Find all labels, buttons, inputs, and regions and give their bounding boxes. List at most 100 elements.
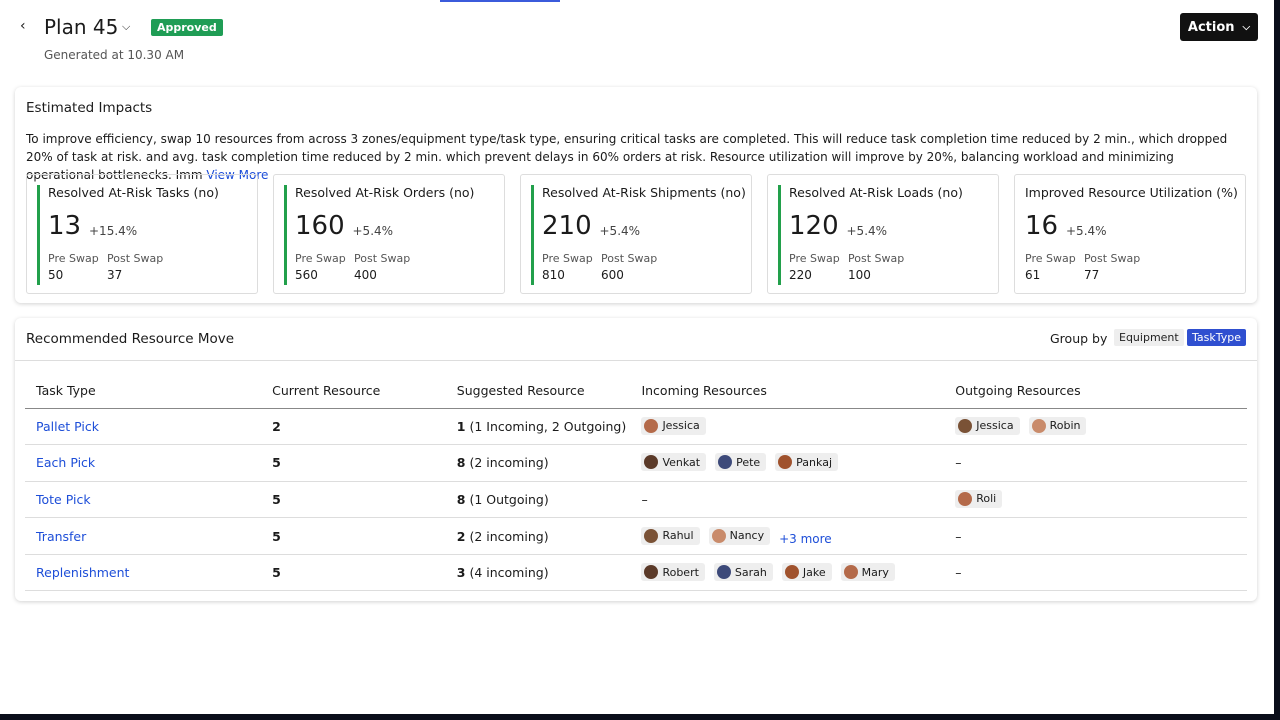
back-button[interactable]: ‹ [20, 18, 26, 34]
post-label: Post Swap [1084, 252, 1141, 265]
resource-name: Robin [1049, 419, 1081, 433]
empty-dash: – [955, 455, 962, 471]
status-badge: Approved [151, 19, 223, 36]
outgoing-resources: – [944, 444, 1247, 482]
resource-chip[interactable]: Sarah [713, 563, 773, 582]
card-title: Resolved At-Risk Orders (no) [295, 185, 475, 200]
avatar [1031, 418, 1046, 433]
task-type-link[interactable]: Tote Pick [25, 481, 262, 519]
description-text: To improve efficiency, swap 10 resources… [26, 132, 1228, 182]
pre-value: 50 [48, 268, 64, 282]
divider [15, 360, 1257, 361]
avatar [718, 455, 733, 470]
card-change: +5.4% [846, 224, 888, 238]
pre-label: Pre Swap [789, 252, 840, 265]
table-row: Tote Pick 5 8 (1 Outgoing) – Roli [25, 481, 1247, 519]
avatar [958, 418, 973, 433]
resource-name: Roli [976, 492, 997, 506]
moves-table: Task Type Current Resource Suggested Resou… [25, 373, 1247, 592]
post-label: Post Swap [354, 252, 411, 265]
resource-chip[interactable]: Robin [1028, 416, 1087, 435]
header-row: Task Type Current Resource Suggested Resou… [25, 373, 1247, 409]
plan-dropdown[interactable]: ⌵ [122, 20, 131, 33]
resource-name: Robert [662, 565, 699, 579]
pre-label: Pre Swap [48, 252, 99, 265]
more-link[interactable]: +3 more [779, 531, 832, 546]
pre-value: 220 [789, 268, 812, 282]
resource-chip[interactable]: Jessica [641, 416, 706, 435]
group-equipment[interactable]: Equipment [1114, 329, 1184, 346]
resource-chip[interactable]: Pete [715, 453, 767, 472]
current-resource: 5 [261, 554, 446, 592]
resource-chip[interactable]: Robert [641, 563, 705, 582]
suggested-count: 8 [456, 491, 466, 507]
resource-chip[interactable]: Roli [955, 489, 1003, 508]
resource-chip[interactable]: Jake [781, 563, 832, 582]
outgoing-resources: – [944, 554, 1247, 592]
action-label: Action [1187, 19, 1235, 35]
empty-dash: – [955, 565, 962, 581]
accent-bar [531, 185, 534, 285]
pre-value: 560 [295, 268, 318, 282]
impact-card: Resolved At-Risk Shipments (no) 210 +5.4% P… [520, 174, 752, 294]
task-type-link[interactable]: Pallet Pick [25, 408, 262, 446]
resource-name: Pankaj [796, 455, 832, 469]
impact-card: Resolved At-Risk Loads (no) 120 +5.4% Pre S… [767, 174, 999, 294]
action-button[interactable]: Action ⌵ [1180, 13, 1258, 41]
task-type-link[interactable]: Replenishment [25, 554, 262, 592]
resource-chip[interactable]: Nancy [708, 526, 771, 545]
post-label: Post Swap [848, 252, 905, 265]
accent-bar [37, 185, 40, 285]
current-resource: 5 [261, 481, 446, 519]
outgoing-resources: – [944, 517, 1247, 555]
suggested-resource: 2 (2 incoming) [445, 517, 631, 555]
group-tasktype[interactable]: TaskType [1187, 329, 1247, 346]
avatar [843, 565, 858, 580]
subtitle: Generated at 10.30 AM [44, 48, 185, 62]
resource-name: Nancy [729, 529, 765, 543]
moves-title: Recommended Resource Move [26, 331, 235, 347]
resource-chip[interactable]: Venkat [641, 453, 707, 472]
avatar [784, 565, 799, 580]
suggested-count: 8 [456, 455, 466, 471]
card-change: +5.4% [352, 224, 394, 238]
table-row: Pallet Pick 2 1 (1 Incoming, 2 Outgoing) Je… [25, 408, 1247, 446]
impact-card: Improved Resource Utilization (%) 16 +5.4%… [1014, 174, 1246, 294]
card-title: Improved Resource Utilization (%) [1025, 185, 1238, 200]
accent-bar [284, 185, 287, 285]
incoming-resources: – [630, 481, 945, 519]
column-header: Task Type [25, 373, 262, 409]
resource-name: Pete [736, 455, 761, 469]
post-value: 400 [354, 268, 377, 282]
accent-bar [778, 185, 781, 285]
card-change: +5.4% [599, 224, 641, 238]
resource-chip[interactable]: Mary [840, 563, 895, 582]
suggested-note: (4 incoming) [469, 565, 549, 581]
task-type-link[interactable]: Transfer [25, 517, 262, 555]
current-resource: 5 [261, 517, 446, 555]
card-value: 16 [1025, 211, 1059, 241]
view-more[interactable]: View More [206, 168, 269, 182]
suggested-resource: 3 (4 incoming) [445, 554, 631, 592]
outgoing-resources: Roli [944, 481, 1247, 519]
resource-chip[interactable]: Rahul [641, 526, 700, 545]
avatar [778, 455, 793, 470]
avatar [644, 455, 659, 470]
impacts-panel: Estimated Impacts To improve efficiency,… [15, 87, 1257, 303]
resource-chip[interactable]: Jessica [955, 416, 1020, 435]
column-header: Incoming Resources [630, 373, 945, 409]
table-row: Replenishment 5 3 (4 incoming) Robert Sarah J… [25, 554, 1247, 592]
card-title: Resolved At-Risk Shipments (no) [542, 185, 746, 200]
card-change: +5.4% [1066, 224, 1107, 238]
pre-value: 61 [1025, 268, 1041, 282]
table-row: Each Pick 5 8 (2 incoming) Venkat Pete Pankaj… [25, 444, 1247, 482]
column-header: Suggested Resource [445, 373, 631, 409]
avatar [644, 528, 659, 543]
task-type-link[interactable]: Each Pick [25, 444, 262, 482]
suggested-note: (1 Incoming, 2 Outgoing) [469, 418, 627, 434]
current-resource: 5 [261, 444, 446, 482]
resource-chip[interactable]: Pankaj [775, 453, 838, 472]
resource-name: Jessica [662, 419, 700, 433]
group-by-label: Group by [1050, 331, 1108, 346]
